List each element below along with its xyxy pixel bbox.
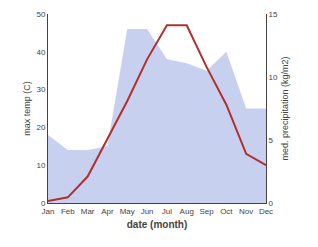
svg-text:med. precipitation (kg/m2): med. precipitation (kg/m2) [280, 56, 290, 160]
svg-text:Jan: Jan [42, 207, 55, 216]
svg-text:10: 10 [269, 73, 278, 82]
svg-text:5: 5 [269, 136, 274, 145]
svg-text:50: 50 [36, 10, 45, 19]
svg-text:Feb: Feb [61, 207, 75, 216]
svg-text:Aug: Aug [180, 207, 194, 216]
svg-text:0: 0 [41, 199, 46, 208]
svg-text:Apr: Apr [101, 207, 114, 216]
svg-text:max temp (C): max temp (C) [22, 81, 32, 136]
svg-text:30: 30 [36, 85, 45, 94]
svg-text:Sep: Sep [199, 207, 214, 216]
svg-text:10: 10 [36, 161, 45, 170]
svg-text:0: 0 [269, 199, 274, 208]
svg-text:40: 40 [36, 48, 45, 57]
svg-text:20: 20 [36, 123, 45, 132]
svg-text:Jul: Jul [162, 207, 172, 216]
svg-text:Mar: Mar [81, 207, 95, 216]
svg-text:15: 15 [269, 10, 278, 19]
svg-text:May: May [120, 207, 135, 216]
svg-text:Jun: Jun [141, 207, 154, 216]
svg-text:Dec: Dec [259, 207, 273, 216]
svg-text:date (month): date (month) [127, 219, 188, 230]
svg-text:Oct: Oct [220, 207, 233, 216]
svg-text:Nov: Nov [239, 207, 253, 216]
